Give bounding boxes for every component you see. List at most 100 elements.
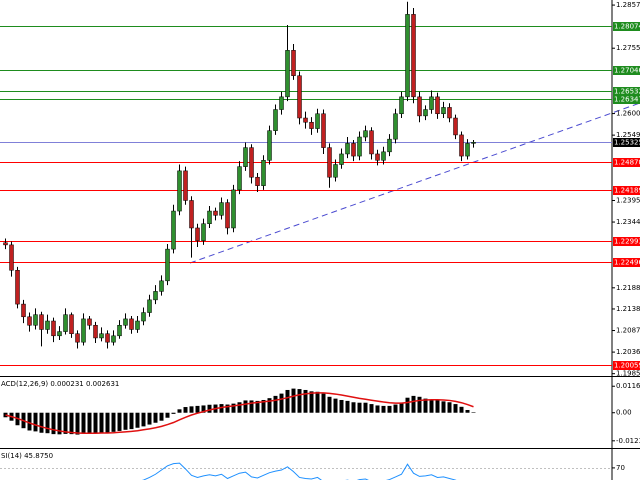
level-label: 1.24189 (614, 187, 640, 195)
macd-bar (345, 400, 350, 413)
macd-bar (207, 404, 212, 413)
candle-body (393, 113, 398, 140)
macd-bar (297, 389, 302, 413)
candle-body (189, 200, 194, 229)
macd-bar (159, 412, 164, 421)
candle-body (441, 107, 446, 115)
macd-bar (105, 412, 110, 433)
candle-body (201, 223, 206, 241)
candle-body (267, 130, 272, 161)
macd-bar (465, 409, 470, 413)
candle-body (465, 143, 470, 157)
macd-bar (153, 412, 158, 423)
macd-bar (231, 403, 236, 413)
candle-body (453, 117, 458, 136)
rsi-group (141, 462, 457, 480)
macd-bar (321, 393, 326, 413)
macd-bar (123, 412, 128, 430)
candle-body (351, 143, 356, 157)
candle-body (459, 134, 464, 157)
macd-bar (459, 406, 464, 413)
candle-body (225, 202, 230, 229)
candle-body (237, 166, 242, 191)
candle-body (255, 176, 260, 186)
macd-bar (237, 402, 242, 413)
candle-body (105, 333, 110, 343)
candle-body (345, 143, 350, 155)
macd-bar (75, 412, 80, 435)
macd-bar (165, 412, 170, 418)
candle-body (57, 331, 62, 337)
macd-bar (441, 401, 446, 413)
candle-body (471, 142, 476, 144)
macd-bar (81, 412, 86, 434)
level-label-box (613, 95, 640, 104)
candle-body (309, 121, 314, 129)
candle-body (375, 153, 380, 161)
macd-bar (411, 395, 416, 413)
macd-bar (57, 412, 62, 435)
candle-body (117, 324, 122, 337)
level-label: 1.27046 (614, 67, 640, 75)
level-label: 1.20059 (614, 362, 640, 370)
macd-bar (69, 412, 74, 435)
macd-bar (333, 398, 338, 413)
level-label-box (613, 361, 640, 370)
candle-body (405, 14, 410, 98)
y-tick-label: 1.21385 (616, 305, 640, 313)
candle-body (9, 244, 14, 271)
candle-body (171, 210, 176, 250)
macd-bar (63, 412, 68, 434)
candle-body (327, 147, 332, 178)
signal-line (5, 392, 474, 434)
y-tick-label: 1.23440 (616, 218, 640, 226)
candle-body (243, 147, 248, 167)
candle-body (297, 75, 302, 119)
y-tick-label: 1.19855 (616, 370, 640, 378)
candle-body (195, 227, 200, 241)
level-label: 1.26347 (614, 96, 640, 104)
macd-bar (177, 409, 182, 413)
y-tick-label: 1.20365 (616, 348, 640, 356)
macd-bar (375, 405, 380, 413)
y-tick-label: 1.28570 (616, 1, 640, 9)
y-tick-label: 70 (616, 464, 625, 472)
level-label-box (613, 158, 640, 167)
candle-body (411, 14, 416, 98)
level-label: 1.22496 (614, 259, 640, 267)
candle-body (135, 320, 140, 330)
y-tick-label: 0.011641 (616, 382, 640, 390)
macd-bar (33, 412, 38, 432)
candle-body (381, 151, 386, 161)
macd-bar (243, 400, 248, 413)
candle-body (423, 109, 428, 117)
candle-body (447, 107, 452, 119)
macd-bar (141, 412, 146, 427)
macd-bar (399, 402, 404, 413)
macd-bar (99, 412, 104, 433)
candle-body (417, 96, 422, 117)
candle-body (63, 314, 68, 332)
macd-bar (405, 397, 410, 413)
indicator-title: SI(14) 45.8750 (1, 452, 53, 460)
candle-body (99, 333, 104, 339)
level-label-box (613, 186, 640, 195)
macd-bar (327, 396, 332, 413)
candle-body (363, 130, 368, 138)
macd-bar (255, 400, 260, 413)
level-label-box (613, 22, 640, 31)
candle-body (45, 320, 50, 330)
macd-bar (471, 412, 476, 413)
level-label: 1.24870 (614, 159, 640, 167)
macd-bar (417, 396, 422, 413)
macd-bar (285, 389, 290, 413)
macd-bar (315, 391, 320, 413)
level-label: 1.22993 (614, 238, 640, 246)
macd-bar (423, 398, 428, 413)
candle-body (333, 164, 338, 178)
candle-body (369, 130, 374, 155)
macd-bar (219, 404, 224, 413)
candle-body (231, 189, 236, 229)
